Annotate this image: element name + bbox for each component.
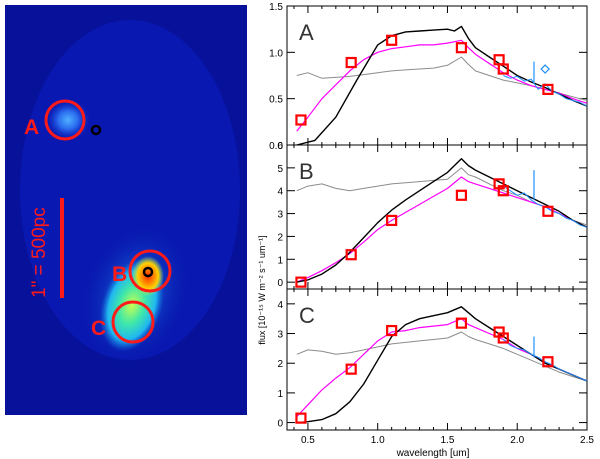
series-line-magenta	[296, 176, 588, 283]
y-tick-label: 0.0	[269, 141, 283, 152]
photometry-marker	[386, 34, 398, 46]
chart-panel-a: 0.0 0.5 1.0 1.5 A	[269, 2, 588, 152]
y-tick-label: 1.0	[269, 48, 283, 59]
x-tick-label: 2.5	[580, 435, 594, 446]
y-tick-label: 2	[277, 232, 283, 243]
y-tick-label: 4	[277, 300, 283, 311]
photometry-marker	[295, 114, 307, 126]
series-line-blue	[502, 339, 588, 382]
diamond-marker	[540, 64, 550, 74]
source-a-blob	[46, 100, 90, 140]
region-label-b: B	[112, 263, 127, 286]
y-tick-label: 6	[277, 141, 283, 152]
x-tick-label: 2.0	[510, 435, 524, 446]
photometry-marker	[345, 249, 357, 261]
photometry-marker	[386, 214, 398, 227]
x-tick-label: 1.5	[441, 435, 455, 446]
photometry-marker	[345, 363, 357, 375]
y-tick-label: 0	[277, 419, 283, 430]
series-line-magenta	[296, 318, 588, 418]
photometry-marker	[542, 83, 554, 96]
photometry-marker	[455, 42, 468, 54]
photometry-marker	[455, 317, 468, 329]
y-tick-label: 0	[277, 278, 283, 289]
image-panel: A B C 1" = 500pc	[5, 5, 247, 415]
photometry-marker	[295, 276, 307, 288]
y-tick-label: 1	[277, 255, 283, 266]
photometry-marker	[295, 412, 307, 424]
photometry-marker	[455, 189, 468, 201]
chart-panel-b: 0 1 2 3 4 5 6 B	[277, 141, 588, 290]
y-tick-label: 1	[277, 389, 283, 400]
y-tick-label: 1.5	[269, 2, 283, 13]
aperture-c-circle	[111, 300, 155, 344]
series-line-black	[296, 306, 588, 424]
y-tick-label: 2	[277, 359, 283, 370]
nucleus-marker-b	[142, 266, 154, 278]
photometry-marker	[497, 185, 509, 197]
y-tick-label: 3	[277, 330, 283, 341]
chart-area: 0.0 0.5 1.0 1.5 A 0 1 2 3 4 5 6 B 0 1 2 3 4 0.5 1.0 1.5 2.0…	[257, 2, 594, 459]
x-tick-label: 1.0	[371, 435, 385, 446]
plot-frame	[286, 288, 588, 431]
photometry-marker	[542, 356, 554, 368]
x-axis-label: wavelength [um]	[396, 448, 470, 459]
scale-bar-label: 1" = 500pc	[29, 207, 50, 298]
y-tick-label: 5	[277, 164, 283, 175]
y-tick-label: 4	[277, 187, 283, 198]
photometry-marker	[386, 324, 398, 337]
panel-label: B	[299, 159, 314, 184]
panel-label: C	[299, 303, 315, 328]
photometry-marker	[345, 56, 357, 69]
series-line-gray	[296, 331, 588, 382]
nucleus-marker-a	[90, 124, 102, 136]
region-label-c: C	[91, 317, 106, 340]
series-line-black	[296, 158, 588, 283]
photometry-marker	[497, 63, 509, 75]
panel-label: A	[299, 20, 314, 45]
plot-frame	[286, 5, 588, 146]
y-tick-label: 3	[277, 210, 283, 221]
aperture-b-circle	[128, 249, 172, 293]
region-label-a: A	[24, 116, 39, 139]
photometry-marker	[542, 205, 554, 217]
y-axis-label: flux [10⁻¹⁵ W m⁻² s⁻¹ um⁻¹]	[257, 235, 267, 344]
y-tick-label: 0.5	[269, 95, 283, 106]
photometry-marker	[497, 332, 509, 344]
aperture-a-circle	[44, 99, 86, 141]
x-tick-label: 0.5	[301, 435, 315, 446]
chart-panel-c: 0 1 2 3 4 0.5 1.0 1.5 2.0 2.5 C	[277, 288, 594, 446]
series-line-magenta	[296, 39, 588, 132]
series-line-black	[296, 25, 588, 146]
